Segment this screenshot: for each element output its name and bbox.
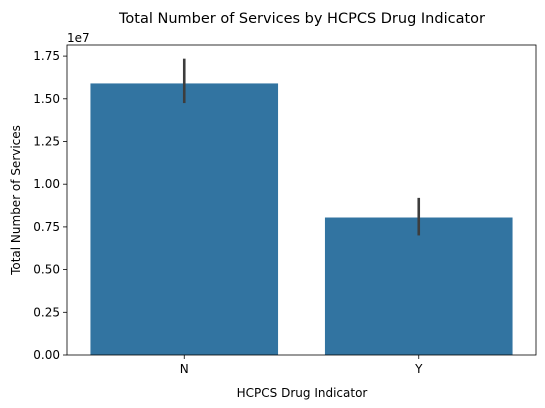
y-tick-label: 1.50: [33, 92, 60, 106]
y-offset-label: 1e7: [67, 31, 90, 45]
y-tick-label: 1.25: [33, 135, 60, 149]
y-tick-label: 0.50: [33, 263, 60, 277]
y-tick-label: 0.25: [33, 305, 60, 319]
x-axis-title: HCPCS Drug Indicator: [237, 386, 368, 400]
y-tick-label: 1.00: [33, 177, 60, 191]
x-tick-label: N: [180, 362, 189, 376]
y-tick-label: 0.75: [33, 220, 60, 234]
y-axis-title: Total Number of Services: [9, 125, 23, 276]
y-tick-label: 1.75: [33, 49, 60, 63]
bar-n: [90, 83, 279, 355]
bar-y: [324, 217, 513, 355]
chart-title: Total Number of Services by HCPCS Drug I…: [118, 11, 485, 27]
y-tick-label: 0.00: [33, 348, 60, 362]
x-tick-label: Y: [414, 362, 423, 376]
plot-frame: [66, 44, 537, 356]
